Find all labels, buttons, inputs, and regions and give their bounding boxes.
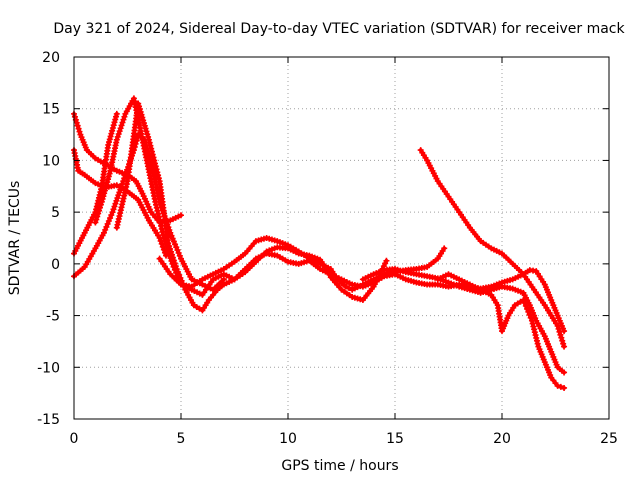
data-point	[119, 119, 126, 126]
data-point	[110, 206, 117, 213]
data-point	[97, 201, 104, 208]
data-point	[561, 369, 568, 376]
x-tick-label: 0	[70, 431, 79, 447]
data-point	[167, 255, 174, 262]
y-tick-label: 15	[42, 102, 60, 118]
data-point	[92, 219, 99, 226]
data-point	[342, 283, 349, 290]
data-point	[560, 340, 567, 347]
x-tick-label: 25	[600, 431, 618, 447]
data-point	[557, 331, 564, 338]
series-track-10	[434, 271, 568, 391]
data-point	[441, 245, 448, 252]
y-tick-label: -15	[37, 412, 60, 428]
data-point	[554, 382, 561, 389]
data-point	[220, 276, 227, 283]
series-track-7	[156, 250, 568, 335]
data-point	[76, 128, 83, 135]
x-axis-label: GPS time / hours	[281, 458, 398, 474]
y-tick-label: 10	[42, 153, 60, 169]
data-point	[174, 247, 181, 254]
data-series-group	[71, 95, 568, 391]
data-point	[120, 116, 127, 123]
data-point	[164, 246, 171, 253]
data-point	[168, 257, 175, 264]
data-point	[96, 204, 103, 211]
data-point	[75, 125, 82, 132]
data-point	[116, 189, 123, 196]
data-point	[160, 235, 167, 241]
x-tick-label: 10	[279, 431, 297, 447]
y-axis-label: SDTVAR / TECUs	[7, 181, 23, 296]
data-point	[94, 213, 101, 220]
data-point	[73, 119, 80, 126]
data-point	[173, 244, 180, 251]
data-point	[558, 334, 565, 341]
data-point	[115, 192, 122, 199]
data-point	[166, 252, 173, 259]
data-point	[178, 212, 184, 219]
y-tick-label: 20	[42, 50, 60, 66]
data-point	[112, 200, 119, 207]
data-point	[95, 210, 102, 217]
data-point	[554, 322, 561, 329]
series-track-9	[417, 147, 568, 350]
data-point	[96, 207, 103, 214]
data-point	[113, 136, 120, 143]
data-point	[559, 337, 566, 344]
data-point	[383, 257, 390, 264]
y-tick-label: -10	[37, 360, 60, 376]
data-point	[555, 325, 562, 332]
series-line	[157, 251, 567, 334]
data-point	[557, 383, 564, 390]
chart-title: Day 321 of 2024, Sidereal Day-to-day VTE…	[53, 21, 625, 37]
data-point	[165, 249, 172, 256]
y-tick-label: -5	[46, 309, 60, 325]
axis-ticks: 0 5 10 15 20 25 -15 -10 -5 0 5 10 15 20	[37, 50, 618, 447]
data-point	[170, 238, 177, 245]
x-tick-label: 15	[386, 431, 404, 447]
data-point	[169, 235, 176, 242]
grid-lines	[74, 57, 609, 419]
data-point	[561, 384, 568, 391]
data-point	[175, 249, 182, 256]
data-point	[118, 122, 125, 129]
data-point	[161, 237, 168, 244]
data-point	[176, 252, 183, 259]
data-point	[71, 113, 78, 120]
x-tick-label: 20	[493, 431, 511, 447]
series-line	[93, 96, 447, 292]
series-track-8	[359, 266, 568, 376]
data-point	[74, 122, 81, 129]
data-point	[111, 203, 118, 210]
data-point	[113, 197, 120, 204]
data-point	[93, 216, 100, 223]
data-point	[116, 128, 123, 135]
data-point	[113, 110, 120, 117]
data-point	[561, 343, 568, 350]
data-point	[109, 209, 116, 216]
y-tick-label: 0	[51, 257, 60, 273]
data-point	[114, 133, 121, 140]
y-tick-label: 5	[51, 205, 60, 221]
data-point	[117, 186, 124, 193]
plot-frame	[73, 56, 610, 420]
data-point	[163, 243, 170, 250]
data-point	[121, 113, 128, 120]
data-point	[114, 195, 121, 202]
series-track-3	[71, 110, 120, 257]
data-point	[168, 232, 175, 239]
data-point	[172, 241, 179, 248]
series-track-2	[71, 147, 170, 259]
series-track-5	[113, 100, 390, 314]
x-tick-label: 5	[177, 431, 186, 447]
data-point	[556, 328, 563, 335]
data-point	[117, 125, 124, 132]
data-point	[115, 130, 122, 137]
data-point	[162, 240, 169, 247]
